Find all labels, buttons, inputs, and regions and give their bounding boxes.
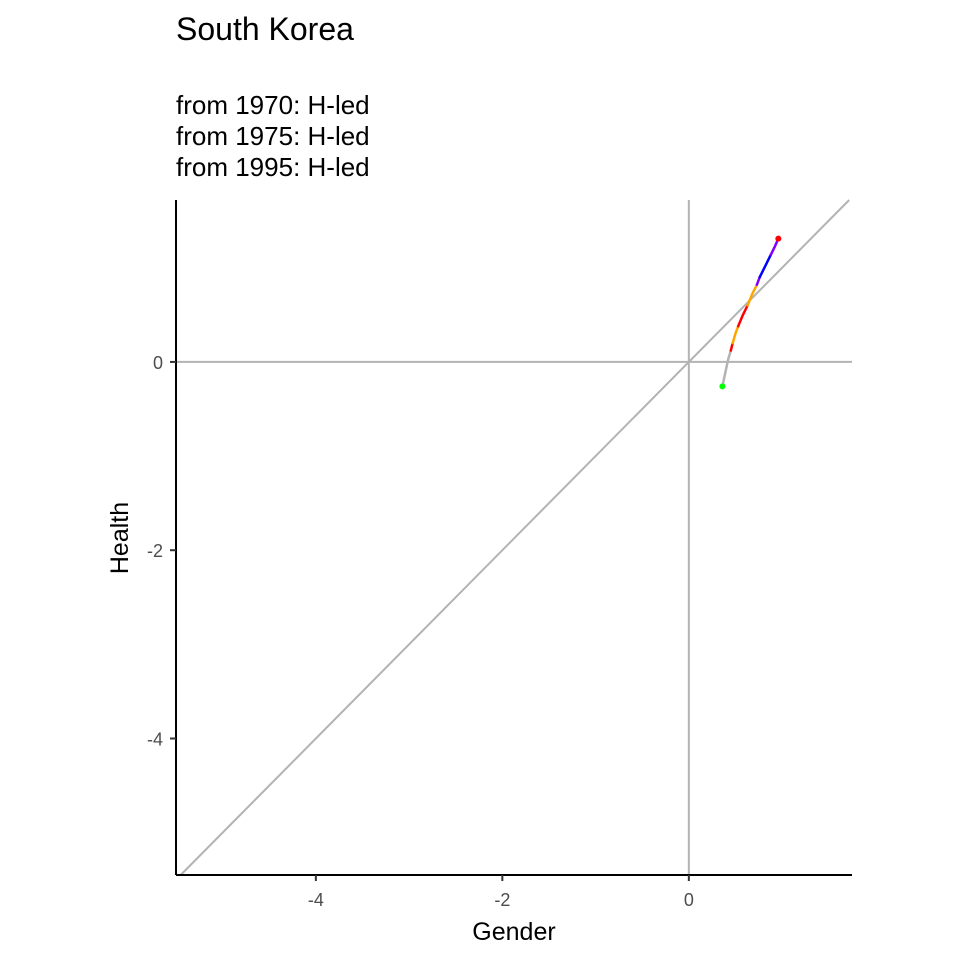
- trajectory-segment: [736, 304, 749, 328]
- x-axis-title: Gender: [472, 918, 555, 946]
- trajectory-segment: [769, 237, 780, 256]
- chart-subtitle-line-1: from 1970: H-led: [176, 90, 370, 120]
- reference-line-diagonal: [179, 199, 850, 876]
- trajectory-segment: [729, 341, 734, 352]
- x-tick-label: 0: [684, 890, 694, 910]
- trajectory-end-point: [775, 235, 782, 242]
- y-tick-label: -4: [147, 729, 163, 749]
- trajectory-segment: [746, 283, 759, 307]
- chart-subtitle-line-2: from 1975: H-led: [176, 121, 370, 151]
- x-tick-label: -4: [308, 890, 324, 910]
- trajectory-segment: [755, 275, 761, 286]
- y-axis-title: Health: [106, 502, 134, 574]
- chart-title: South Korea: [176, 11, 354, 47]
- trajectory-segment: [731, 324, 740, 345]
- trajectory-start-point: [719, 383, 726, 390]
- chart-subtitle-line-3: from 1995: H-led: [176, 152, 370, 182]
- trajectory-segment: [758, 253, 773, 279]
- y-tick-label: -2: [147, 541, 163, 561]
- x-tick-label: -2: [494, 890, 510, 910]
- y-tick-label: 0: [153, 353, 163, 373]
- trajectory-segment: [721, 349, 733, 388]
- plot-area: -4 -2 0 0 -2 -4: [147, 199, 852, 910]
